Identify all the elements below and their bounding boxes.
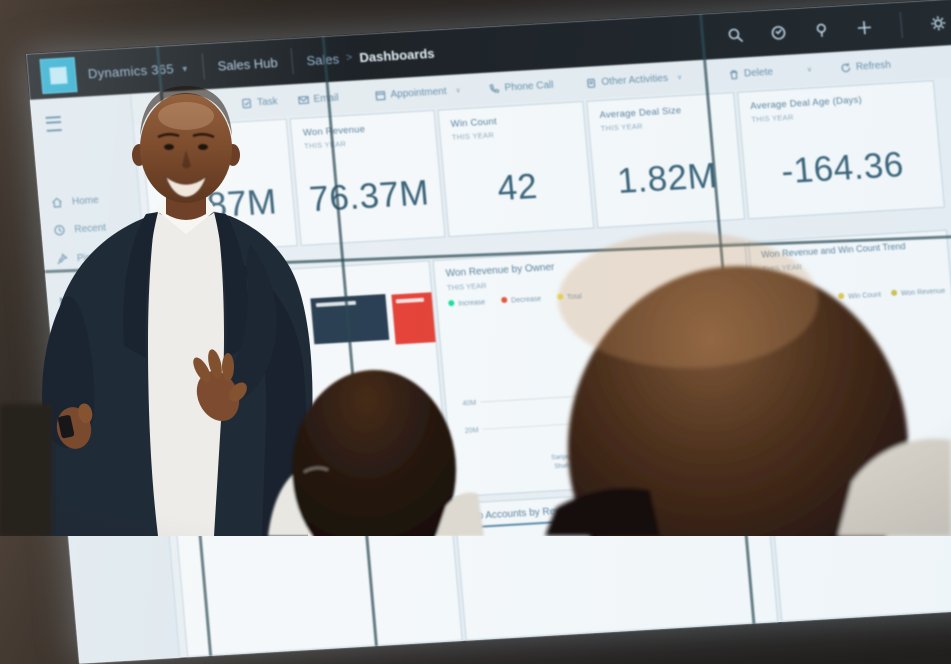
presenter [42,86,313,536]
audience-member-right [545,232,951,536]
audience2-hair-highlight [558,232,818,368]
people-overlay [0,0,951,536]
foreground-shadow [0,404,52,536]
audience1-head [292,370,456,536]
presenter-forehead-highlight [158,102,214,130]
audience2-left-shoulder [545,488,660,536]
meeting-room-photo: Dynamics 365 ▼ Sales Hub Sales > Dashboa… [0,0,951,536]
